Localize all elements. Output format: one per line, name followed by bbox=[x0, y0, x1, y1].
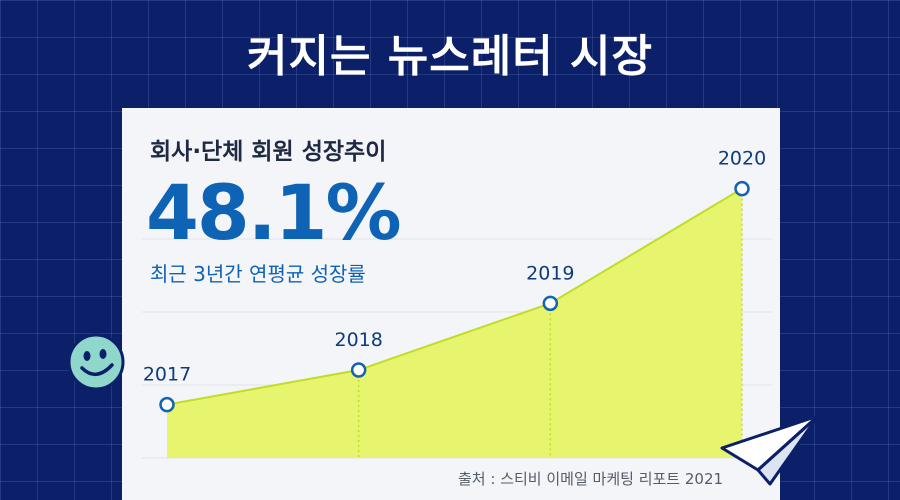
data-point-marker bbox=[159, 396, 175, 413]
growth-rate-caption: 최근 3년간 연평균 성장률 bbox=[150, 262, 366, 286]
year-label: 2019 bbox=[526, 262, 574, 284]
growth-chart: 2017 2018 2019 2020 bbox=[142, 148, 772, 459]
year-labels: 2017 2018 2019 2020 bbox=[143, 148, 766, 386]
page-title: 커지는 뉴스레터 시장 bbox=[247, 31, 653, 82]
smiley-face-icon bbox=[67, 333, 125, 391]
year-label: 2017 bbox=[143, 364, 191, 386]
chart-subtitle: 회사·단체 회원 성장추이 bbox=[150, 139, 387, 165]
data-point-marker bbox=[350, 362, 367, 378]
drop-lines bbox=[357, 188, 743, 458]
data-point-marker bbox=[734, 180, 750, 197]
growth-rate-value: 48.1% bbox=[146, 168, 402, 257]
paper-plane-icon bbox=[720, 414, 820, 486]
series-line bbox=[166, 187, 743, 406]
source-note: 출처 : 스티비 이메일 마케팅 리포트 2021 bbox=[458, 470, 724, 488]
series-area bbox=[167, 188, 742, 458]
year-label: 2018 bbox=[334, 329, 382, 351]
chart-card: 2017 2018 2019 2020 회사·단체 회원 성장추이 48.1% 최근 … bbox=[122, 108, 780, 500]
year-label: 2020 bbox=[718, 148, 766, 170]
data-markers bbox=[159, 180, 750, 413]
data-point-marker bbox=[542, 295, 559, 312]
